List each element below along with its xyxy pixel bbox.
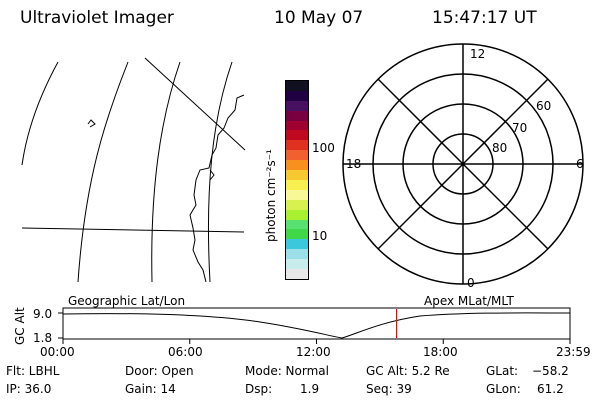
- colorbar-tick-100: 100: [312, 141, 335, 155]
- seq-info: Seq: 39: [366, 382, 412, 396]
- map-grid-arc: [77, 61, 129, 283]
- time-label: 15:47:17 UT: [432, 8, 537, 28]
- colorbar-segment: [286, 160, 308, 171]
- ip-info: IP: 36.0: [6, 382, 52, 396]
- door-info: Door: Open: [125, 364, 194, 378]
- colorbar-segment: [286, 100, 308, 111]
- colorbar-segment: [286, 150, 308, 161]
- colorbar-segment: [286, 259, 308, 270]
- dsp-label: Dsp:: [245, 382, 273, 396]
- colorbar-segment: [286, 80, 308, 91]
- colorbar-segment: [286, 249, 308, 260]
- altitude-curve: [62, 312, 571, 339]
- xtick-label-0600: 06:00: [168, 345, 203, 359]
- lat-label-70: 70: [512, 121, 528, 135]
- mlt-label-12: 12: [470, 47, 486, 61]
- colorbar-segment: [286, 130, 308, 141]
- gain-info: Gain: 14: [125, 382, 176, 396]
- colorbar-segment: [286, 140, 308, 151]
- coastline: [189, 94, 245, 283]
- xtick-label-2359: 23:59: [556, 345, 591, 359]
- map-grid-line: [144, 57, 246, 151]
- colorbar-segment: [286, 110, 308, 121]
- glon-value: 61.2: [537, 382, 564, 396]
- mlt-label-6: 6: [576, 157, 584, 171]
- mlt-label-18: 18: [346, 157, 362, 171]
- timeline-right-label: Apex MLat/MLT: [424, 294, 514, 308]
- colorbar-segment: [286, 199, 308, 210]
- xtick-label-0000: 00:00: [40, 345, 75, 359]
- colorbar-segment: [286, 219, 308, 230]
- mlt-label-0: 0: [467, 276, 475, 290]
- polar-diagonal: [377, 78, 549, 250]
- date-label: 10 May 07: [274, 8, 364, 28]
- glon-label: GLon:: [486, 382, 521, 396]
- colorbar-tick-10: 10: [312, 229, 328, 243]
- instrument-title: Ultraviolet Imager: [20, 8, 174, 28]
- colorbar-segment: [286, 179, 308, 190]
- map-grid-line: [21, 227, 245, 233]
- timeline-left-label: Geographic Lat/Lon: [68, 294, 186, 308]
- timeline-ymax: 9.0: [33, 307, 53, 321]
- coastline: [209, 169, 215, 181]
- colorbar-segment: [286, 209, 308, 220]
- coastline: [87, 119, 96, 128]
- colorbar: [285, 80, 309, 280]
- lat-label-80: 80: [492, 141, 508, 155]
- colorbar-segment: [286, 120, 308, 131]
- gc-alt-info: GC Alt: 5.2 Re: [366, 364, 450, 378]
- colorbar-segment: [286, 170, 308, 180]
- colorbar-segment: [286, 269, 308, 279]
- glat-label: GLat:: [486, 364, 519, 378]
- lat-label-60: 60: [536, 99, 552, 113]
- timeline-frame: [62, 307, 571, 340]
- dsp-value: 1.9: [300, 382, 320, 396]
- colorbar-segment: [286, 189, 308, 200]
- timeline-ymin: 1.8: [33, 331, 53, 345]
- map-grid-arc: [207, 61, 233, 283]
- colorbar-segment: [286, 239, 308, 250]
- colorbar-segment: [286, 90, 308, 101]
- xtick-label-1200: 12:00: [296, 345, 331, 359]
- map-grid-arc: [21, 61, 59, 166]
- colorbar-segment: [286, 229, 308, 240]
- xtick-label-1800: 18:00: [423, 345, 458, 359]
- glat-value: −58.2: [532, 364, 569, 378]
- mode-info: Mode: Normal: [245, 364, 329, 378]
- filter-info: Flt: LBHL: [6, 364, 60, 378]
